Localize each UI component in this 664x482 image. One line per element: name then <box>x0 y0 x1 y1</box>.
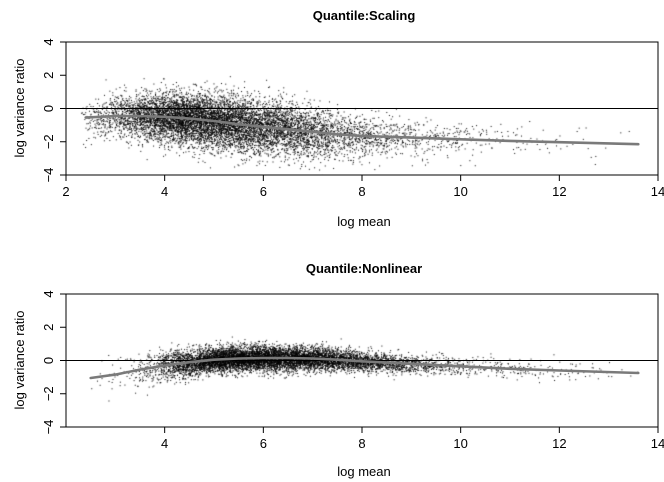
y-axis: 4 2 0 −2 −4 <box>41 290 66 434</box>
x-tick-label: 2 <box>62 184 69 199</box>
x-tick-label: 14 <box>651 436 664 451</box>
x-axis-label: log mean <box>337 464 390 479</box>
x-tick-label: 10 <box>453 436 467 451</box>
x-tick-label: 6 <box>260 436 267 451</box>
y-axis-label: log variance ratio <box>12 59 27 158</box>
x-tick-label: 14 <box>651 184 664 199</box>
x-axis: 2 4 6 8 10 12 14 <box>62 175 664 199</box>
x-tick-label: 4 <box>161 184 168 199</box>
x-axis: 4 6 8 10 12 14 <box>161 427 664 451</box>
y-tick-label: 2 <box>41 72 56 79</box>
trend-line <box>89 356 640 380</box>
chart-title: Quantile:Scaling <box>313 8 416 23</box>
y-tick-label: −4 <box>41 420 56 435</box>
y-axis-label: log variance ratio <box>12 311 27 410</box>
x-tick-label: 10 <box>453 184 467 199</box>
y-tick-label: −2 <box>41 386 56 401</box>
x-tick-label: 4 <box>161 436 168 451</box>
x-tick-label: 12 <box>552 436 566 451</box>
panel-nonlinear: Quantile:Nonlinear 4 6 8 10 12 14 4 2 0 −2 −4 log… <box>12 261 664 479</box>
y-tick-label: 0 <box>41 357 56 364</box>
y-tick-label: 0 <box>41 105 56 112</box>
x-tick-label: 6 <box>260 184 267 199</box>
chart-title: Quantile:Nonlinear <box>306 261 422 276</box>
x-tick-label: 12 <box>552 184 566 199</box>
panel-scaling: Quantile:Scaling 2 4 6 8 10 12 14 4 2 0 −2 −4 log … <box>12 8 664 229</box>
y-tick-label: 2 <box>41 324 56 331</box>
y-tick-label: −4 <box>41 168 56 183</box>
x-tick-label: 8 <box>358 184 365 199</box>
y-tick-label: 4 <box>41 38 56 45</box>
x-axis-label: log mean <box>337 214 390 229</box>
y-tick-label: 4 <box>41 290 56 297</box>
y-axis: 4 2 0 −2 −4 <box>41 38 66 182</box>
y-tick-label: −2 <box>41 134 56 149</box>
trend-line <box>84 114 640 146</box>
x-tick-label: 8 <box>358 436 365 451</box>
